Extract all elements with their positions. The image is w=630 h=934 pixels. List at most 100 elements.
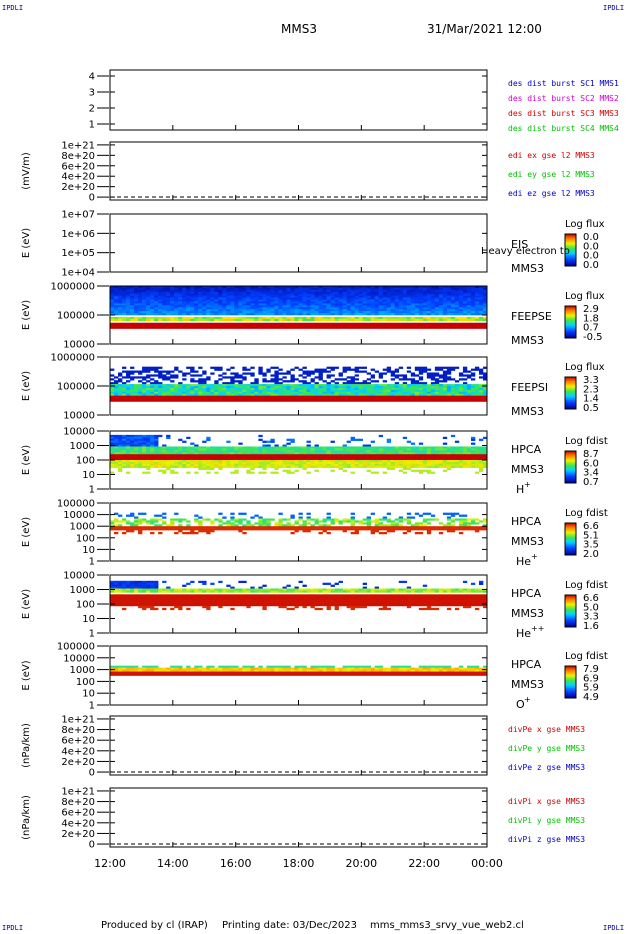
spectrogram-cell: [318, 376, 323, 379]
spectrogram-cell: [438, 393, 444, 396]
spectrogram-cell: [434, 291, 440, 295]
spectrogram-cell: [366, 384, 371, 387]
spectrogram-cell: [162, 516, 167, 519]
spectrogram-cell: [394, 446, 400, 449]
spectrogram-cell: [430, 376, 436, 379]
spectrogram-cell: [306, 461, 311, 465]
spectrogram-cell: [474, 386, 480, 389]
spectrogram-cell: [374, 518, 380, 521]
spectrogram-cell: [174, 450, 179, 453]
spectrogram-cell: [166, 528, 171, 531]
spectrogram-cell: [422, 295, 428, 298]
spectrogram-cell: [134, 295, 139, 298]
spectrogram-cell: [326, 399, 331, 402]
spectrogram-cell: [270, 380, 275, 383]
spectrogram-cell: [250, 471, 255, 474]
spectrogram-cell: [150, 528, 155, 531]
spectrogram-cell: [122, 376, 127, 379]
spectrogram-cell: [218, 395, 223, 398]
spectrogram-cell: [302, 324, 307, 327]
spectrogram-cell: [226, 456, 231, 459]
spectrogram-cell: [194, 316, 199, 320]
spectrogram-cell: [114, 380, 119, 383]
spectrogram-cell: [110, 438, 115, 441]
spectrogram-cell: [202, 305, 207, 308]
spectrogram-cell: [146, 456, 151, 459]
spectrogram-cell: [298, 307, 303, 310]
spectrogram-cell: [134, 307, 139, 310]
spectrogram-cell: [378, 524, 384, 527]
spectrogram-cell: [274, 461, 279, 465]
spectrogram-cell: [182, 395, 187, 398]
spectrogram-cell: [326, 516, 331, 519]
spectrogram-cell: [470, 436, 476, 440]
spectrogram-cell: [154, 395, 159, 398]
spectrogram-cell: [298, 391, 303, 395]
spectrogram-cell: [342, 291, 347, 295]
spectrogram-cell: [158, 393, 163, 396]
spectrogram-cell: [182, 450, 187, 453]
spectrogram-cell: [226, 524, 231, 527]
spectrogram-cell: [310, 460, 315, 463]
spectrogram-cell: [190, 287, 195, 291]
spectrogram-cell: [190, 399, 195, 402]
spectrogram-cell: [150, 322, 155, 325]
y-tick-label: 10: [82, 470, 95, 481]
spectrogram-cell: [414, 299, 420, 302]
spectrogram-cell: [330, 322, 335, 325]
spectrogram-cell: [318, 458, 323, 461]
spectrogram-cell: [418, 465, 424, 469]
spectrogram-cell: [110, 393, 115, 396]
spectrogram-cell: [386, 295, 392, 298]
spectrogram-cell: [290, 291, 295, 295]
spectrogram-cell: [374, 387, 380, 391]
spectrogram-cell: [430, 391, 436, 395]
spectrogram-cell: [386, 448, 392, 451]
spectrogram-cell: [290, 293, 295, 296]
spectrogram-cell: [130, 311, 135, 314]
spectrogram-cell: [202, 287, 207, 291]
spectrogram-cell: [310, 524, 315, 527]
spectrogram-cell: [394, 295, 400, 298]
spectrogram-cell: [406, 526, 412, 529]
spectrogram-cell: [294, 291, 299, 295]
spectrogram-cell: [258, 313, 263, 316]
spectrogram-cell: [278, 289, 283, 293]
spectrogram-cell: [474, 384, 480, 387]
spectrogram-cell: [478, 460, 484, 463]
spectrogram-cell: [206, 389, 211, 393]
spectrogram-cell: [226, 316, 231, 320]
spectrogram-cell: [358, 387, 363, 391]
spectrogram-cell: [294, 393, 299, 396]
spectrogram-cell: [150, 318, 155, 322]
spectrogram-cell: [302, 530, 307, 533]
spectrogram-cell: [446, 446, 452, 449]
spectrogram-cell: [234, 460, 239, 463]
spectrogram-cell: [150, 465, 155, 469]
spectrogram-cell: [210, 297, 215, 300]
spectrogram-cell: [442, 456, 448, 459]
spectrogram-cell: [134, 303, 139, 306]
spectrogram-cell: [130, 399, 135, 402]
spectrogram-cell: [262, 372, 267, 375]
spectrogram-cell: [334, 450, 339, 453]
spectrogram-cell: [402, 389, 408, 393]
spectrogram-cell: [286, 370, 291, 373]
spectrogram-cell: [306, 458, 311, 461]
spectrogram-cell: [330, 293, 335, 296]
spectrogram-cell: [306, 454, 311, 457]
spectrogram-cell: [174, 461, 179, 465]
spectrogram-cell: [374, 465, 380, 469]
spectrogram-cell: [214, 303, 219, 306]
spectrogram-cell: [390, 293, 396, 296]
spectrogram-cell: [170, 370, 175, 373]
spectrogram-cell: [342, 313, 347, 316]
spectrogram-cell: [202, 378, 207, 381]
spectrogram-cell: [410, 303, 416, 306]
spectrogram-cell: [198, 526, 203, 529]
spectrogram-cell: [338, 378, 343, 381]
spectrogram-cell: [250, 528, 255, 531]
spectrogram-cell: [466, 326, 472, 329]
spectrogram-cell: [466, 387, 472, 391]
spectrogram-cell: [374, 301, 380, 304]
